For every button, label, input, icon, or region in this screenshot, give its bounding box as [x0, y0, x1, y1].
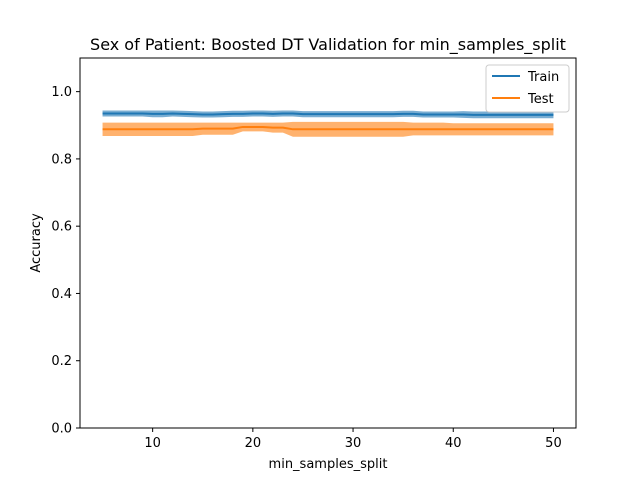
y-tick-label: 0.6 — [51, 220, 72, 235]
x-tick-label: 10 — [144, 436, 161, 451]
legend-label-train: Train — [527, 70, 559, 85]
legend-label-test: Test — [527, 92, 554, 107]
line-test — [102, 125, 554, 131]
legend: Train Test — [485, 64, 570, 113]
x-axis-ticks: 10 20 30 40 50 — [144, 428, 562, 451]
plot-frame — [79, 57, 577, 429]
y-tick-label: 0.8 — [51, 152, 72, 167]
y-axis-label: Accuracy — [29, 213, 44, 273]
x-axis-label: min_samples_split — [269, 457, 388, 472]
chart-title: Sex of Patient: Boosted DT Validation fo… — [90, 35, 566, 55]
line-train — [102, 112, 554, 116]
x-tick-label: 20 — [245, 436, 262, 451]
x-tick-label: 40 — [445, 436, 462, 451]
y-tick-label: 0.2 — [51, 354, 72, 369]
y-tick-label: 0.4 — [51, 287, 72, 302]
series-lines — [102, 112, 554, 131]
y-axis-ticks: 0.0 0.2 0.4 0.6 0.8 1.0 — [51, 85, 80, 437]
x-tick-label: 30 — [345, 436, 362, 451]
y-tick-label: 0.0 — [51, 422, 72, 437]
x-tick-label: 50 — [545, 436, 562, 451]
y-tick-label: 1.0 — [51, 85, 72, 100]
